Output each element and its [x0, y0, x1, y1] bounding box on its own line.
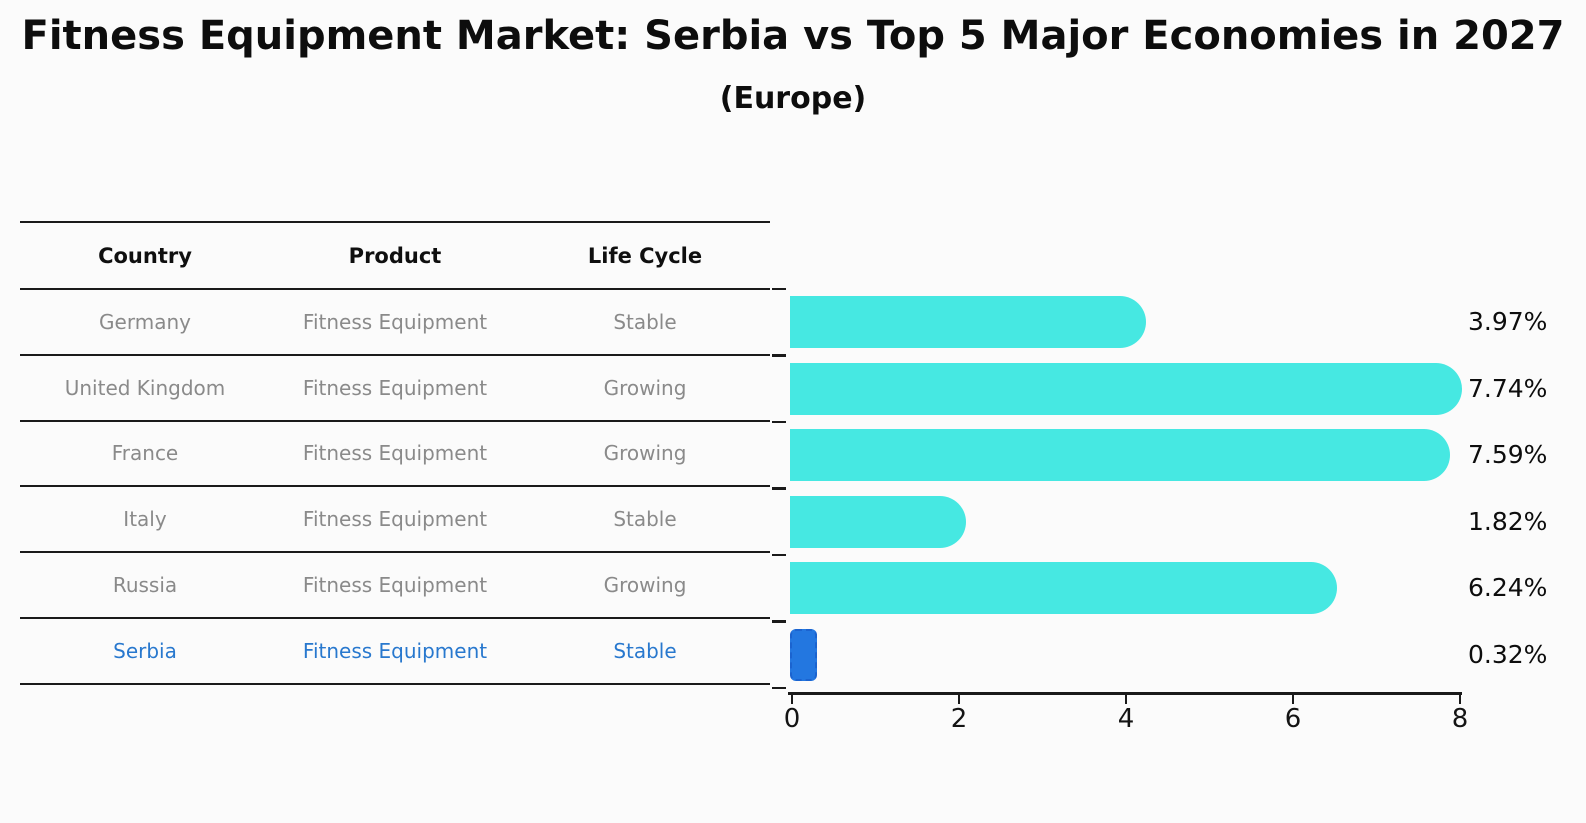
bar-germany [790, 296, 1147, 349]
bar-united-kingdom [790, 362, 1463, 415]
y-axis-tick [772, 553, 786, 557]
x-axis-tick-8 [1458, 695, 1462, 704]
y-axis-tick [772, 287, 786, 291]
bar-band-serbia: 0.32% [790, 622, 1586, 689]
bar-band-united-kingdom: 7.74% [790, 356, 1586, 423]
cell-country: France [111, 441, 179, 466]
cell-country: Italy [123, 507, 167, 532]
bar-band-france: 7.59% [790, 422, 1586, 489]
y-axis-tick [772, 686, 786, 690]
cell-life-cycle: Stable [613, 507, 677, 532]
table-row-france: France Fitness Equipment Growing [20, 422, 770, 488]
x-axis-tick-2 [957, 695, 961, 704]
cell-product: Fitness Equipment [302, 309, 488, 334]
x-axis-line [788, 692, 1462, 695]
cell-life-cycle: Stable [613, 309, 677, 334]
x-axis-tick-6 [1291, 695, 1295, 704]
cell-product: Fitness Equipment [302, 375, 488, 400]
y-axis-tick [772, 420, 786, 424]
cell-country: United Kingdom [64, 375, 226, 400]
table-header-row: Country Product Life Cycle [20, 223, 770, 290]
x-axis-tick-label-4: 4 [1117, 704, 1135, 734]
x-axis-tick-label-6: 6 [1284, 704, 1302, 734]
value-label-germany: 3.97% [1468, 307, 1548, 336]
value-label-italy: 1.82% [1468, 506, 1548, 536]
chart-title: Fitness Equipment Market: Serbia vs Top … [21, 13, 1565, 59]
x-axis-tick-label-8: 8 [1451, 704, 1469, 734]
cell-product: Fitness Equipment [302, 507, 488, 532]
cell-country: Germany [99, 309, 191, 334]
cell-country: Serbia [113, 638, 177, 663]
chart-subtitle: (Europe) [719, 81, 867, 116]
table-row-russia: Russia Fitness Equipment Growing [20, 553, 770, 619]
bar-italy [790, 495, 967, 548]
x-axis-tick-4 [1124, 695, 1128, 704]
bar-band-russia: 6.24% [790, 555, 1586, 622]
bar-russia [790, 562, 1337, 615]
value-label-serbia: 0.32% [1468, 639, 1548, 669]
value-label-russia: 6.24% [1468, 573, 1548, 602]
cell-life-cycle: Growing [603, 573, 687, 598]
cell-product: Fitness Equipment [302, 573, 488, 598]
cell-life-cycle: Growing [603, 375, 687, 400]
bar-band-germany: 3.97% [790, 289, 1586, 356]
cell-product: Fitness Equipment [302, 638, 488, 663]
column-header-product: Product [348, 243, 442, 268]
value-label-united-kingdom: 7.74% [1468, 373, 1548, 403]
table-row-serbia: Serbia Fitness Equipment Stable [20, 619, 770, 685]
table-row-italy: Italy Fitness Equipment Stable [20, 487, 770, 554]
country-table: Country Product Life Cycle Germany Fitnes… [20, 221, 770, 685]
table-row-united-kingdom: United Kingdom Fitness Equipment Growing [20, 356, 770, 422]
bar-band-italy: 1.82% [790, 489, 1586, 556]
value-label-france: 7.59% [1468, 440, 1548, 469]
cell-life-cycle: Growing [603, 441, 687, 466]
highlighted-bar-serbia [790, 628, 817, 681]
x-axis-tick-0 [790, 695, 794, 704]
y-axis-tick [772, 354, 786, 357]
x-axis-tick-label-2: 2 [950, 704, 968, 734]
bar-chart: 3.97% 7.74% 7.59% 1.82% 6.24% 0.32% 0 2 4 6 8 [772, 287, 1586, 789]
bar-france [790, 429, 1450, 482]
table-body: Germany Fitness Equipment Stable United Kin… [20, 290, 770, 685]
column-header-country: Country [98, 243, 192, 268]
column-header-lifecycle: Life Cycle [587, 243, 703, 268]
y-axis-tick [772, 487, 786, 490]
x-axis-tick-label-0: 0 [783, 704, 801, 734]
cell-life-cycle: Stable [613, 638, 677, 663]
table-row-germany: Germany Fitness Equipment Stable [20, 290, 770, 356]
cell-product: Fitness Equipment [302, 441, 488, 466]
cell-country: Russia [112, 573, 178, 598]
y-axis-tick [772, 620, 786, 623]
